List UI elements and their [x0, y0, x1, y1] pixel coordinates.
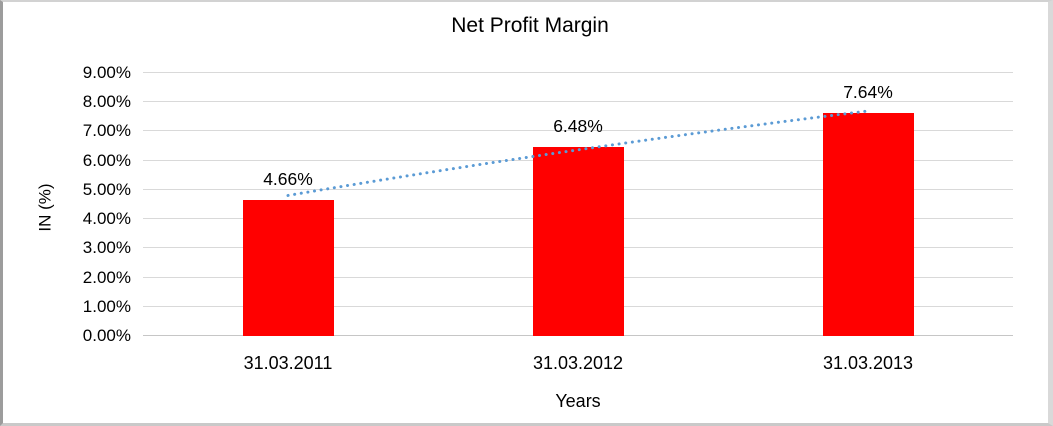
y-tick-label: 2.00%: [82, 267, 131, 287]
y-tick-label: 6.00%: [82, 150, 131, 170]
y-tick-label: 4.00%: [82, 209, 131, 229]
bar: [532, 146, 624, 336]
y-tick-label: 5.00%: [82, 179, 131, 199]
y-tick-label: 9.00%: [82, 63, 131, 82]
x-tick-label: 31.03.2012: [532, 353, 624, 373]
chart-title: Net Profit Margin: [451, 14, 609, 37]
bar: [242, 199, 334, 336]
plot-area: [143, 72, 1013, 336]
y-tick-label: 7.00%: [82, 121, 131, 141]
bar-data-label: 6.48%: [553, 115, 603, 136]
bar-data-label: 4.66%: [263, 168, 313, 189]
x-tick-label: 31.03.2011: [243, 353, 333, 373]
y-tick-label: 1.00%: [82, 296, 131, 316]
gridline: [143, 72, 1013, 73]
x-axis-title: Years: [555, 391, 601, 411]
bar-data-label: 7.64%: [843, 81, 893, 102]
bar: [822, 112, 914, 336]
y-tick-label: 8.00%: [82, 92, 131, 112]
gridline: [143, 101, 1013, 103]
x-tick-label: 31.03.2013: [822, 353, 914, 373]
y-tick-label: 3.00%: [82, 238, 131, 258]
y-tick-label: 0.00%: [82, 326, 131, 345]
